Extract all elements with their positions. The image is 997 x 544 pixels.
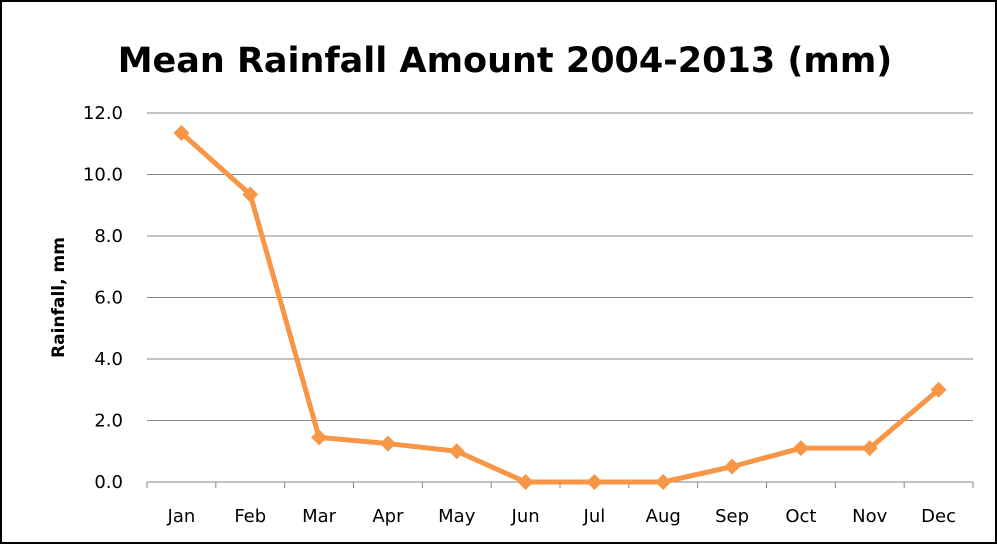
y-tick-label: 6.0 bbox=[94, 288, 123, 309]
x-tick-label: May bbox=[438, 506, 476, 527]
x-tick-label: Mar bbox=[302, 506, 337, 527]
y-axis-label: Rainfall, mm bbox=[49, 237, 69, 358]
data-point-marker bbox=[379, 435, 396, 452]
y-tick-label: 2.0 bbox=[94, 411, 123, 432]
x-tick-label: Aug bbox=[646, 506, 681, 527]
y-tick-label: 4.0 bbox=[94, 349, 123, 370]
data-point-marker bbox=[792, 440, 809, 457]
x-tick-label: Jan bbox=[167, 506, 196, 527]
data-point-marker bbox=[311, 429, 328, 446]
y-tick-label: 12.0 bbox=[83, 103, 123, 124]
series-line bbox=[178, 130, 942, 485]
x-tick-label: Feb bbox=[234, 506, 266, 527]
data-point-marker bbox=[448, 443, 465, 460]
data-point-marker bbox=[655, 474, 672, 490]
x-tick-label: Nov bbox=[852, 506, 887, 527]
x-axis-ticks: Jan Feb Mar Apr May Jun Jul Aug Sep Oct Nov Dec bbox=[146, 482, 974, 527]
x-tick-label: Apr bbox=[372, 506, 404, 527]
data-point-marker bbox=[173, 124, 190, 141]
data-point-marker bbox=[586, 474, 603, 490]
x-tick-label: Jun bbox=[511, 506, 540, 527]
data-point-marker bbox=[242, 186, 259, 203]
x-tick-label: Dec bbox=[921, 506, 956, 527]
x-tick-label: Jul bbox=[583, 506, 606, 527]
chart-title: Mean Rainfall Amount 2004-2013 (mm) bbox=[118, 41, 893, 81]
data-point-marker bbox=[930, 381, 947, 398]
data-point-marker bbox=[861, 440, 878, 457]
y-tick-label: 8.0 bbox=[94, 226, 123, 247]
data-point-marker bbox=[724, 458, 741, 475]
y-tick-label: 10.0 bbox=[83, 165, 123, 186]
data-point-marker bbox=[517, 474, 534, 490]
x-tick-label: Oct bbox=[785, 506, 816, 527]
y-axis-ticks: 0.0 2.0 4.0 6.0 8.0 10.0 12.0 bbox=[83, 103, 123, 493]
x-tick-label: Sep bbox=[715, 506, 749, 527]
series-rainfall bbox=[173, 124, 947, 490]
gridlines bbox=[147, 112, 973, 483]
y-tick-label: 0.0 bbox=[94, 472, 123, 493]
